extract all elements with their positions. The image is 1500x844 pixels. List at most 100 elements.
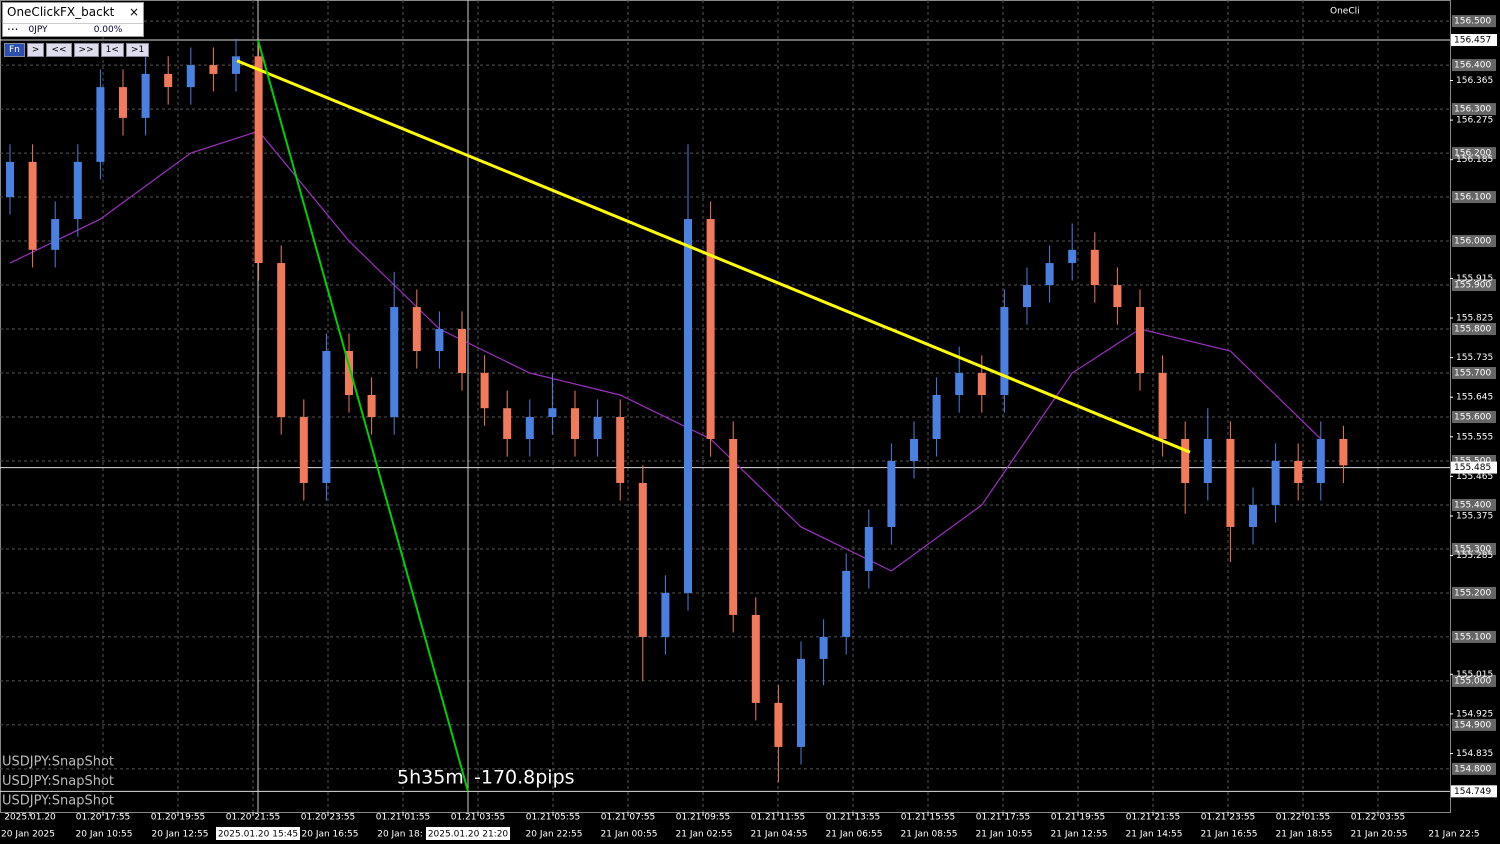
close-button[interactable]: × xyxy=(128,5,139,19)
candle-body xyxy=(842,570,851,637)
candle-body xyxy=(1203,438,1212,483)
price-level-box xyxy=(1451,34,1497,47)
balance: 0JPY xyxy=(28,25,48,35)
x-tick-label: 21 Jan 22:5 xyxy=(1428,830,1479,840)
candle-body xyxy=(186,65,195,88)
candle-body xyxy=(1339,438,1348,466)
price-level-box xyxy=(1451,785,1497,798)
panel-title: OneClickFX_backt ... xyxy=(7,5,115,33)
x-tick-label: 21 Jan 00:55 xyxy=(601,830,658,840)
y-tick-label: 154.925 xyxy=(1456,709,1493,719)
y-tick-box xyxy=(1452,15,1496,28)
y-tick-box xyxy=(1452,498,1496,511)
x-tick-label: 20 Jan 18: xyxy=(377,830,423,840)
y-tick-label: 155.735 xyxy=(1456,353,1493,363)
y-tick-label: 155.300 xyxy=(1454,544,1491,554)
candle-body xyxy=(751,614,760,703)
button[interactable]: << xyxy=(46,43,72,57)
candle-body xyxy=(1136,307,1144,374)
y-tick-label: 155.285 xyxy=(1456,551,1493,561)
candle-body xyxy=(1316,438,1325,483)
candle-body xyxy=(864,526,873,571)
candle-body xyxy=(1113,285,1122,308)
x-tick-label: 2025.01.20 xyxy=(4,813,56,823)
candle-body xyxy=(345,351,353,396)
y-tick-label: 155.465 xyxy=(1456,472,1493,482)
y-tick-label: 154.835 xyxy=(1456,749,1493,759)
cursor-time: 2025.01.20 21:20 xyxy=(428,830,509,840)
y-tick-label: 154.800 xyxy=(1454,764,1491,774)
candle-body xyxy=(367,395,376,417)
candle-body xyxy=(706,219,715,439)
candle-body xyxy=(819,636,828,659)
measure-pips: -170.8pips xyxy=(474,767,575,789)
panel-header: OneClickFX_backt ... × xyxy=(3,3,143,33)
candle-body xyxy=(684,219,692,593)
x-tick-label: 01.21 13:55 xyxy=(826,813,881,823)
y-tick-label: 155.700 xyxy=(1454,369,1491,379)
y-tick-box xyxy=(1452,586,1496,599)
candle-body xyxy=(480,373,489,409)
candle-body xyxy=(1158,373,1167,439)
x-tick-label: 20 Jan 22:55 xyxy=(526,830,583,840)
button[interactable]: >> xyxy=(73,43,99,57)
x-tick-label: 21 Jan 14:55 xyxy=(1126,830,1183,840)
button[interactable]: >1 xyxy=(125,43,150,57)
candle-body xyxy=(458,329,466,374)
moving-average xyxy=(9,130,1322,572)
y-tick-box xyxy=(1452,147,1496,160)
candle-body xyxy=(1090,249,1099,286)
candle-body xyxy=(1181,438,1190,483)
candle-body xyxy=(28,161,37,250)
y-tick-label: 155.015 xyxy=(1456,670,1493,680)
y-tick-box xyxy=(1452,235,1496,248)
trendline xyxy=(236,59,1191,454)
price-level-label: 155.485 xyxy=(1454,463,1491,473)
button[interactable]: 1< xyxy=(100,43,124,57)
candle-body xyxy=(932,395,941,439)
y-tick-box xyxy=(1452,542,1496,555)
y-tick-label: 155.500 xyxy=(1454,456,1491,466)
x-tick-label: 01.21 09:55 xyxy=(676,813,731,823)
candle-body xyxy=(571,408,579,439)
symbol-label: USDJPY:SnapShot xyxy=(2,774,114,789)
price-level-box xyxy=(1451,461,1497,474)
candle-body xyxy=(299,416,308,483)
candle-body xyxy=(1023,285,1031,308)
x-tick-label: 01.21 11:55 xyxy=(751,813,806,823)
y-tick-box xyxy=(1452,674,1496,687)
x-tick-label: 21 Jan 12:55 xyxy=(1051,830,1108,840)
x-tick-label: 21 Jan 16:55 xyxy=(1201,830,1258,840)
y-tick-box xyxy=(1452,103,1496,116)
x-tick-label: 01.21 15:55 xyxy=(901,813,956,823)
candle-body xyxy=(1226,438,1235,527)
candle-body xyxy=(525,416,534,439)
y-tick-label: 155.100 xyxy=(1454,632,1491,642)
y-tick-box xyxy=(1452,191,1496,204)
symbol-label: USDJPY:SnapShot xyxy=(2,755,114,770)
x-tick-label: 01.22 03:55 xyxy=(1351,813,1406,823)
x-tick-label: 01.21 19:55 xyxy=(1051,813,1106,823)
candle-body xyxy=(955,373,964,396)
candle-body xyxy=(1294,460,1303,483)
y-tick-label: 155.915 xyxy=(1456,274,1493,284)
y-tick-label: 155.375 xyxy=(1456,511,1493,521)
corner-label: OneCli xyxy=(1330,7,1360,17)
candle-body xyxy=(73,161,82,220)
candle-body xyxy=(96,87,105,162)
button[interactable]: > xyxy=(26,43,45,57)
x-tick-label: 01.22 01:55 xyxy=(1276,813,1331,823)
candle-body xyxy=(729,438,738,615)
x-tick-label: 01.21 07:55 xyxy=(601,813,656,823)
x-tick-label: 01.20 17:55 xyxy=(76,813,131,823)
y-tick-box xyxy=(1452,59,1496,72)
button[interactable]: Fn xyxy=(4,43,25,57)
y-tick-label: 155.400 xyxy=(1454,500,1491,510)
y-tick-label: 155.200 xyxy=(1454,588,1491,598)
oneclick-panel: OneClickFX_backt ... × 0JPY 0.00% xyxy=(2,2,144,37)
y-tick-box xyxy=(1452,762,1496,775)
candle-body xyxy=(638,482,647,637)
candle-body xyxy=(435,329,444,352)
x-tick-label: 01.20 19:55 xyxy=(151,813,206,823)
y-tick-label: 156.500 xyxy=(1454,17,1491,27)
